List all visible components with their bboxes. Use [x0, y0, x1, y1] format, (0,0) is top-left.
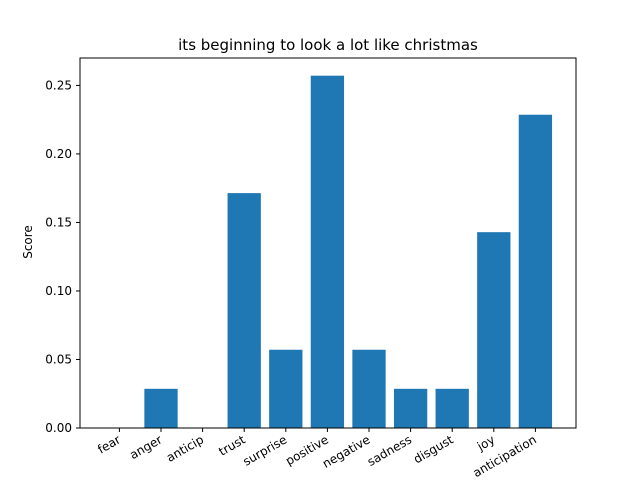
y-tick-label: 0.20: [45, 147, 72, 161]
bar-positive: [310, 75, 345, 429]
plot-frame: [79, 57, 577, 429]
bar-negative: [352, 349, 386, 428]
y-tick-label: 0.25: [45, 78, 72, 92]
bar-sadness: [393, 388, 428, 428]
y-tick-label: 0.15: [45, 215, 72, 229]
bar-surprise: [269, 349, 303, 428]
chart-title: its beginning to look a lot like christm…: [178, 36, 478, 54]
y-tick-label: 0.00: [45, 421, 72, 435]
bar-anticipation: [518, 114, 553, 428]
bar-joy: [477, 232, 511, 428]
y-tick-label: 0.10: [45, 284, 72, 298]
y-tick-label: 0.05: [45, 352, 72, 366]
y-axis-label: Score: [21, 225, 35, 259]
bar-anger: [144, 388, 178, 428]
bar-trust: [227, 193, 261, 428]
y-axis: 0.00 0.05 0.10 0.15 0.20 0.25: [45, 78, 80, 435]
bars-layer: [144, 75, 553, 429]
bar-disgust: [435, 388, 469, 428]
